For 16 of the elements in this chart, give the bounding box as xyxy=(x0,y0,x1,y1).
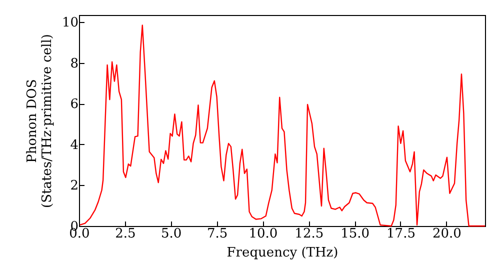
y-axis-title: Phonon DOS (States/THz·primitive cell) xyxy=(24,34,55,208)
x-tick-label: 12.5 xyxy=(294,226,324,242)
y-tick-label: 10 xyxy=(62,16,78,31)
x-axis-title: Frequency (THz) xyxy=(226,246,338,260)
x-tick-label: 5.0 xyxy=(161,226,182,242)
x-tick-label: 2.5 xyxy=(115,226,136,242)
y-tick-label: 2 xyxy=(70,178,78,194)
x-tick-label: 20.0 xyxy=(432,226,462,242)
y-tick-label: 8 xyxy=(70,56,78,72)
y-tick-label: 4 xyxy=(70,138,78,153)
x-tick-label: 10.0 xyxy=(248,226,278,242)
y-tick-label: 6 xyxy=(70,97,78,112)
x-tick-label: 15.0 xyxy=(340,226,370,242)
x-tick-label: 7.5 xyxy=(206,226,228,242)
line-series xyxy=(79,24,486,227)
x-tick-label: 17.5 xyxy=(386,226,416,242)
